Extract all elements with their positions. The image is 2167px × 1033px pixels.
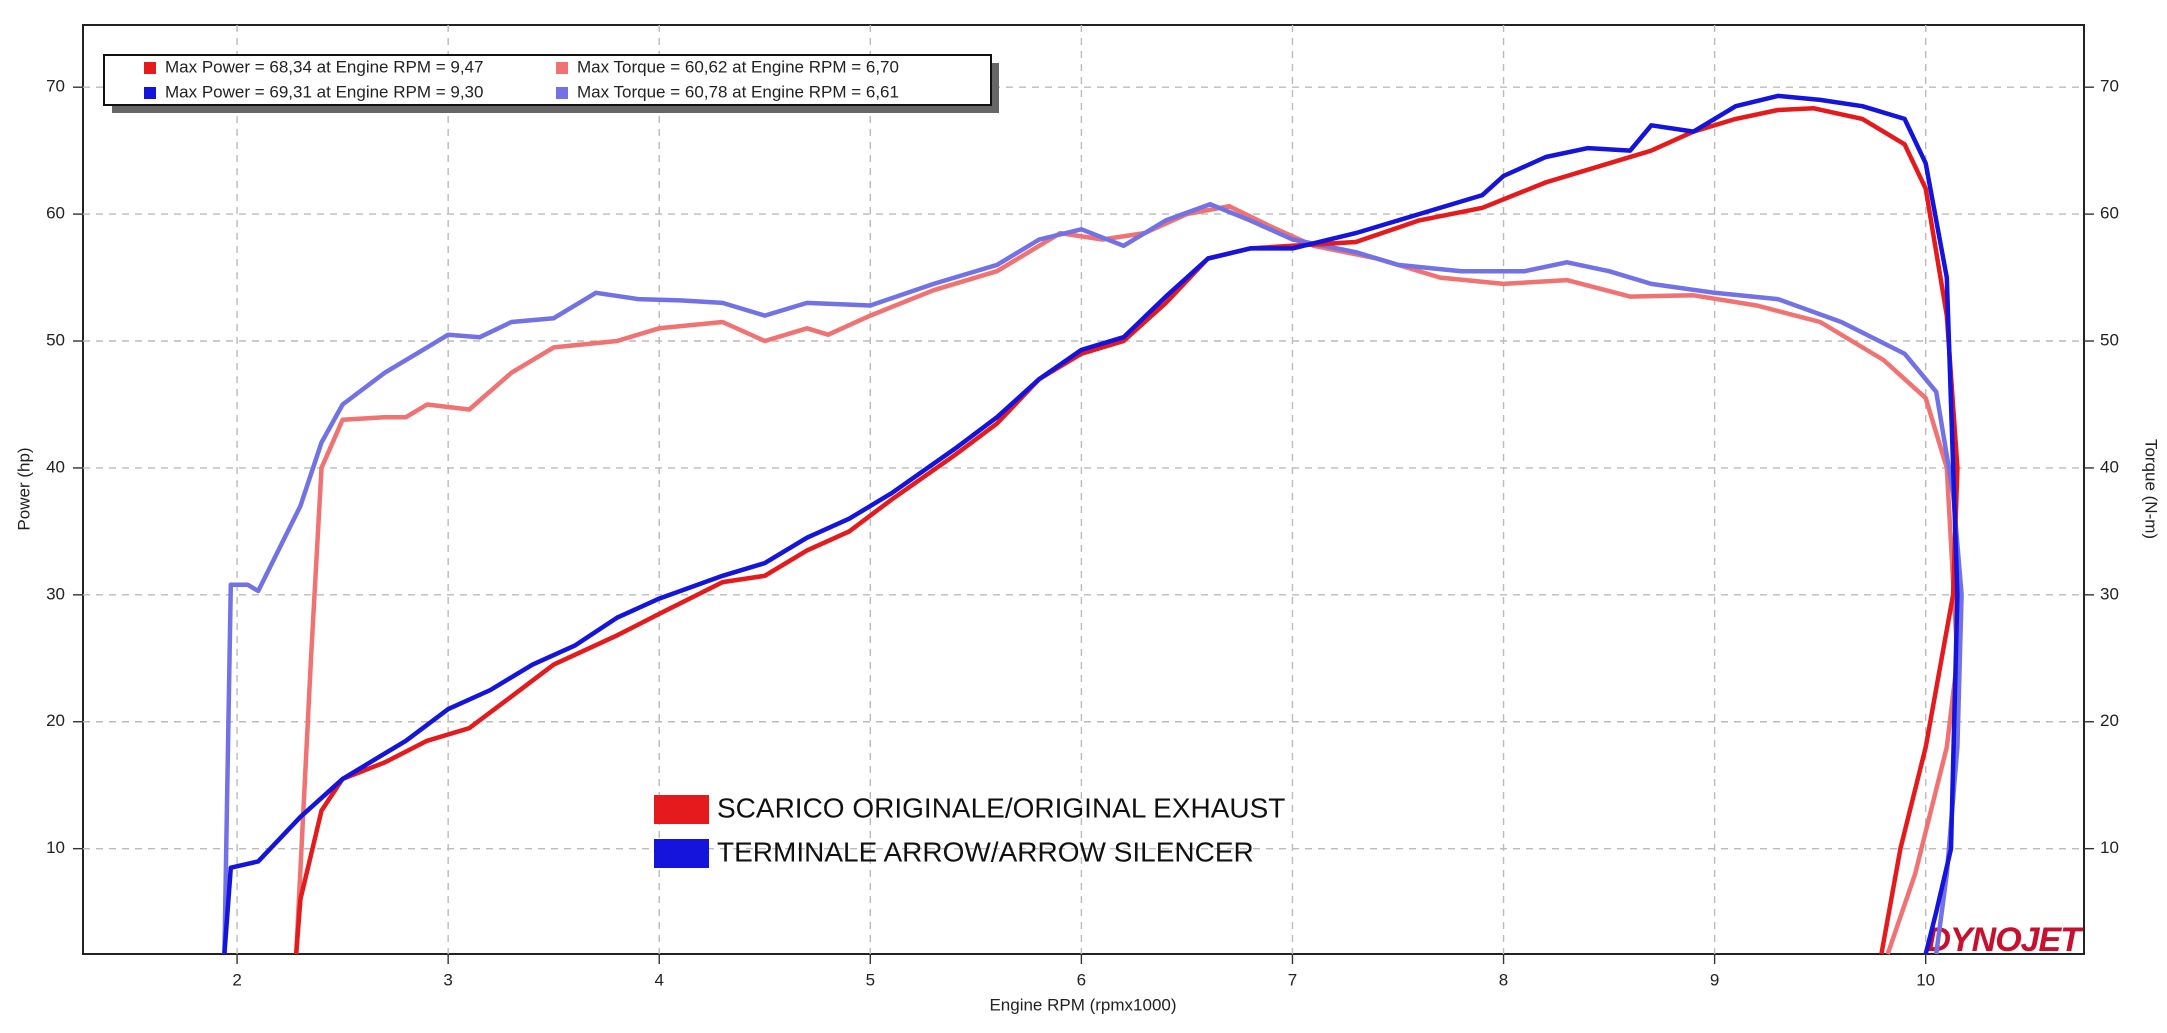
- y-tick-label: 30: [46, 584, 65, 603]
- y-tick-label: 20: [46, 711, 65, 730]
- y2-tick-label: 20: [2100, 711, 2119, 730]
- y-tick-label: 70: [46, 77, 65, 96]
- run-label: SCARICO ORIGINALE/ORIGINAL EXHAUST: [717, 792, 1285, 823]
- logo: DYNOJET: [1926, 921, 2084, 959]
- run-swatch: [654, 795, 709, 824]
- y-tick-label: 10: [46, 838, 65, 857]
- legend-marker: [144, 62, 156, 74]
- y-tick-label: 60: [46, 204, 65, 223]
- x-tick-label: 8: [1499, 970, 1508, 989]
- run-swatch: [654, 839, 709, 868]
- legend-label: Max Power = 68,34 at Engine RPM = 9,47: [165, 57, 483, 76]
- x-tick-label: 6: [1077, 970, 1086, 989]
- legend-marker: [556, 62, 568, 74]
- y2-tick-label: 10: [2100, 838, 2119, 857]
- x-tick-label: 3: [443, 970, 452, 989]
- x-tick-label: 10: [1916, 970, 1935, 989]
- series-line: [222, 201, 1964, 955]
- series-line: [293, 106, 1960, 955]
- y2-tick-label: 40: [2100, 457, 2119, 476]
- legend-marker: [144, 87, 156, 99]
- x-axis-label: Engine RPM (rpmx1000): [989, 995, 1176, 1014]
- plot-area: [82, 24, 2085, 955]
- x-tick-label: 2: [232, 970, 241, 989]
- y-tick-label: 40: [46, 457, 65, 476]
- legend-label: Max Power = 69,31 at Engine RPM = 9,30: [165, 82, 483, 101]
- legend-label: Max Torque = 60,62 at Engine RPM = 6,70: [577, 57, 899, 76]
- x-tick-label: 9: [1710, 970, 1719, 989]
- y2-axis-label: Torque (N-m): [2142, 439, 2161, 539]
- legend-label: Max Torque = 60,78 at Engine RPM = 6,61: [577, 82, 899, 101]
- y2-tick-label: 70: [2100, 77, 2119, 96]
- y2-tick-label: 30: [2100, 584, 2119, 603]
- series-line: [222, 93, 1960, 955]
- legend-marker: [556, 87, 568, 99]
- x-tick-label: 7: [1288, 970, 1297, 989]
- legend-box: [103, 54, 992, 106]
- run-label: TERMINALE ARROW/ARROW SILENCER: [717, 836, 1254, 867]
- y-tick-label: 50: [46, 330, 65, 349]
- x-tick-label: 4: [655, 970, 664, 989]
- x-tick-label: 5: [866, 970, 875, 989]
- y2-tick-label: 50: [2100, 330, 2119, 349]
- y-axis-label: Power (hp): [14, 447, 33, 530]
- y2-tick-label: 60: [2100, 204, 2119, 223]
